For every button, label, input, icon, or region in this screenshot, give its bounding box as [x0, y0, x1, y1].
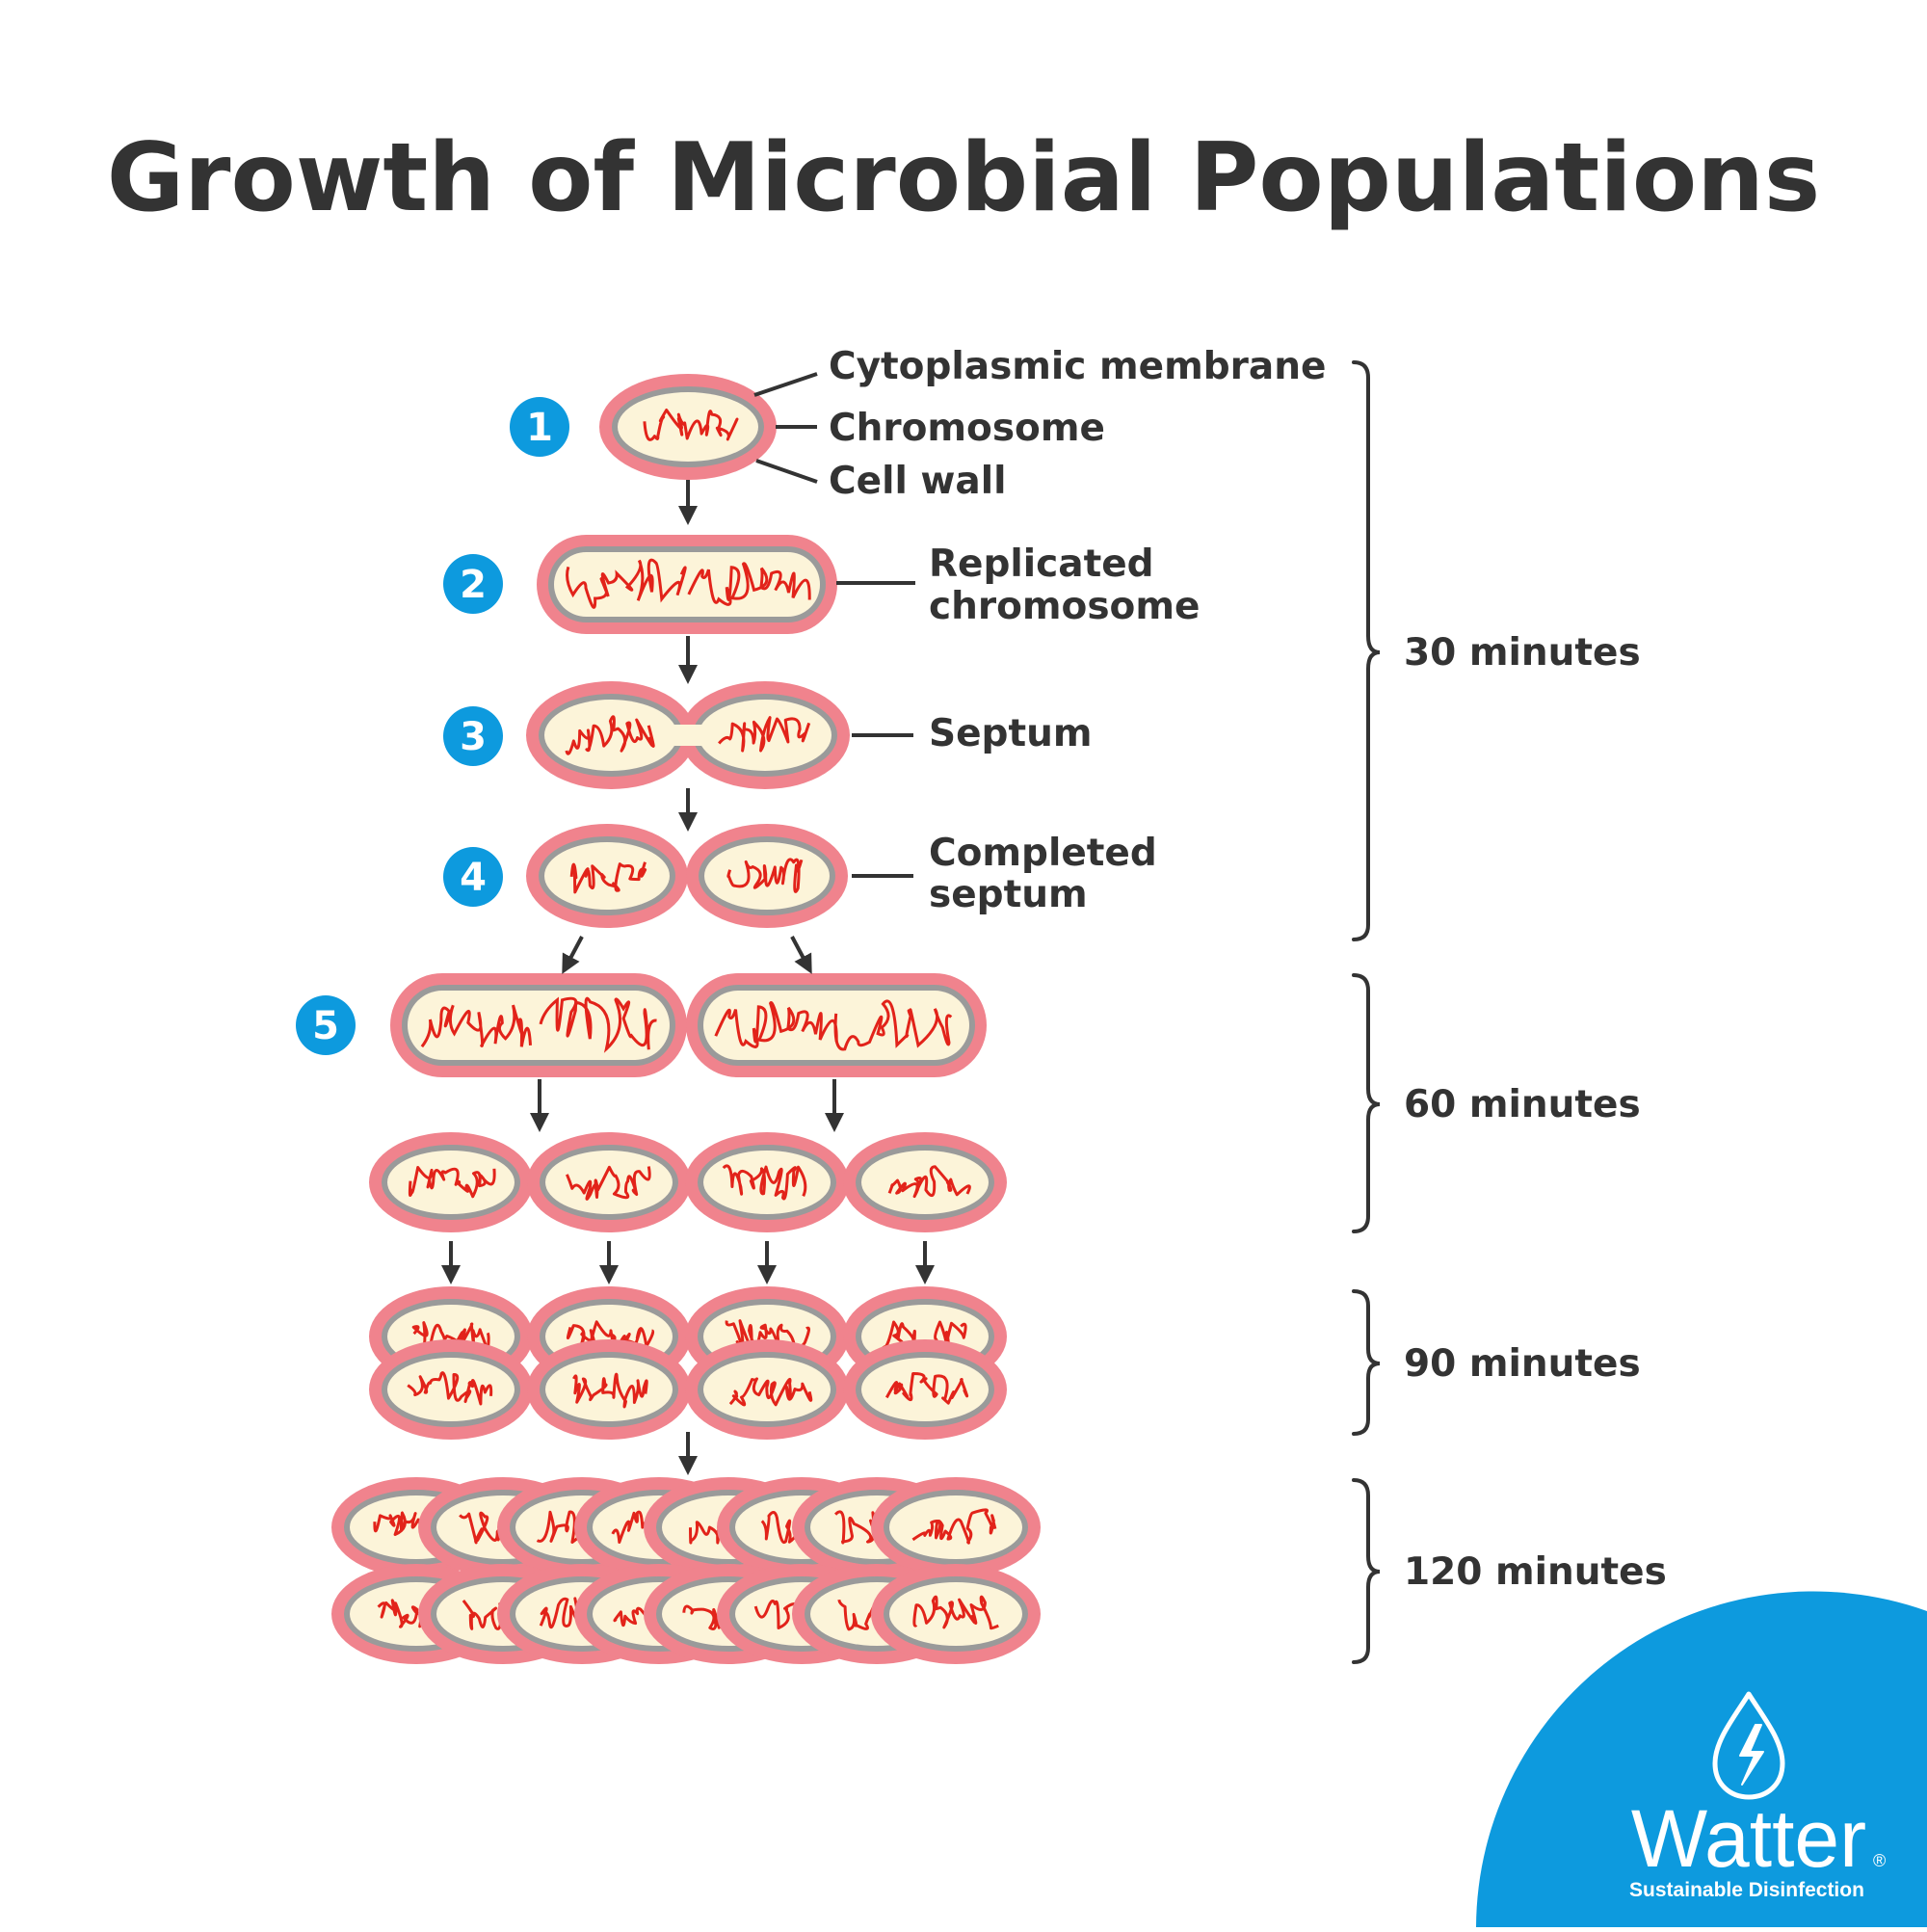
chromosome: [569, 861, 647, 894]
bracket-60-minutes: [1352, 973, 1381, 1233]
logo-registered-mark: ®: [1873, 1851, 1886, 1870]
chromosome: [572, 1372, 648, 1409]
cytoplasm: [889, 1495, 1022, 1559]
logo-name: Watter: [1631, 1793, 1866, 1884]
septum-gap: [674, 725, 701, 746]
cytoplasm: [861, 1151, 989, 1214]
replicated-chromosome: [687, 562, 811, 606]
bacterial-cell: [599, 374, 777, 480]
step-badge-4: 4: [443, 847, 503, 907]
bracket-90-minutes: [1352, 1289, 1381, 1436]
label-cytoplasmic-membrane: Cytoplasmic membrane: [829, 345, 1326, 388]
cell-row-120-bottom: [331, 1564, 1041, 1664]
cytoplasm: [618, 392, 758, 462]
bacterial-cell: [686, 824, 848, 928]
step-number-3: 3: [460, 715, 487, 759]
replicated-chromosome: [539, 996, 657, 1053]
cytoplasm: [545, 1151, 673, 1214]
label-septum: Septum: [929, 712, 1093, 755]
bacterial-cell: [526, 681, 696, 789]
cytoplasm: [387, 1151, 515, 1214]
bracket-30-minutes: [1352, 360, 1381, 941]
label-chromosome: Chromosome: [829, 407, 1105, 450]
step-badge-1: 1: [510, 397, 569, 457]
logo-tagline: Sustainable Disinfection: [1629, 1879, 1864, 1901]
bacterial-cell: [369, 1132, 533, 1232]
bacterial-cell: [685, 1339, 849, 1440]
chromosome: [911, 1508, 997, 1545]
cytoplasm: [703, 1151, 831, 1214]
chromosome: [565, 715, 655, 755]
bacterial-cell: [680, 681, 850, 789]
bacterial-cell: [843, 1339, 1007, 1440]
bacterial-cell: [527, 1132, 691, 1232]
chromosome: [722, 1164, 807, 1201]
label-completed-septum-line2: septum: [929, 873, 1088, 916]
bacterial-cell: [527, 1339, 691, 1440]
step-number-5: 5: [312, 1004, 339, 1048]
arrow-4-to-5-right: [790, 936, 812, 974]
arrow-4-to-5-left: [562, 936, 584, 974]
elongated-cell: [390, 973, 687, 1077]
cell-row-120-top: [331, 1477, 1041, 1577]
chromosome: [912, 1595, 999, 1630]
time-label-90-minutes: 90 minutes: [1404, 1342, 1641, 1386]
page-title: Growth of Microbial Populations: [107, 123, 1821, 233]
elongated-cell: [537, 535, 837, 634]
step-number-1: 1: [526, 406, 553, 450]
chromosome: [408, 1166, 496, 1199]
label-replicated-chromosome-line1: Replicated: [929, 543, 1154, 586]
leader-cytoplasmic-membrane: [753, 372, 818, 397]
replicated-chromosome: [833, 999, 953, 1051]
cytoplasm: [544, 842, 670, 910]
step-badge-3: 3: [443, 706, 503, 766]
cytoplasm: [554, 552, 820, 617]
logo-background: [1476, 1591, 1927, 1927]
watter-logo: Watter ® Sustainable Disinfection: [1476, 1591, 1927, 1927]
step-badge-2: 2: [443, 554, 503, 614]
cytoplasm: [408, 991, 670, 1060]
chromosome: [420, 1004, 532, 1048]
chromosome: [566, 558, 687, 609]
time-label-30-minutes: 30 minutes: [1404, 631, 1641, 675]
flow-arrows: [441, 480, 935, 1475]
leader-cell-wall: [755, 459, 818, 484]
time-label-120-minutes: 120 minutes: [1404, 1550, 1667, 1594]
chromosome: [566, 1165, 651, 1201]
chromosome: [884, 1371, 969, 1405]
chromosome: [728, 1377, 813, 1407]
water-drop-lightning-icon: [1712, 1691, 1785, 1800]
chromosome: [714, 1001, 838, 1048]
cytoplasm: [545, 1358, 673, 1421]
bacterial-cell: [871, 1564, 1041, 1664]
bracket-120-minutes: [1352, 1478, 1381, 1664]
chromosome: [407, 1371, 493, 1406]
bacterial-cell: [871, 1477, 1041, 1577]
label-replicated-chromosome-line2: chromosome: [929, 585, 1200, 628]
cytoplasm: [861, 1358, 989, 1421]
bacterial-cell: [369, 1339, 533, 1440]
chromosome: [718, 716, 811, 753]
cytoplasm: [387, 1358, 515, 1421]
bacterial-cell: [685, 1132, 849, 1232]
chromosome: [887, 1165, 971, 1199]
step-number-4: 4: [460, 856, 487, 900]
time-brackets: [1352, 360, 1381, 1664]
chromosome: [726, 858, 804, 893]
elongated-cell: [686, 973, 987, 1077]
label-completed-septum-line1: Completed: [929, 832, 1157, 875]
cell-layer-front: [331, 374, 1041, 1664]
step-badge-5: 5: [296, 995, 356, 1055]
bacterial-cell: [843, 1132, 1007, 1232]
bacterial-cell: [526, 824, 688, 928]
label-cell-wall: Cell wall: [829, 460, 1006, 503]
time-label-60-minutes: 60 minutes: [1404, 1083, 1641, 1126]
cytoplasm: [699, 700, 832, 771]
cytoplasm: [889, 1582, 1022, 1646]
step-number-2: 2: [460, 563, 487, 607]
chromosome: [643, 409, 739, 441]
leader-lines: [753, 372, 915, 878]
